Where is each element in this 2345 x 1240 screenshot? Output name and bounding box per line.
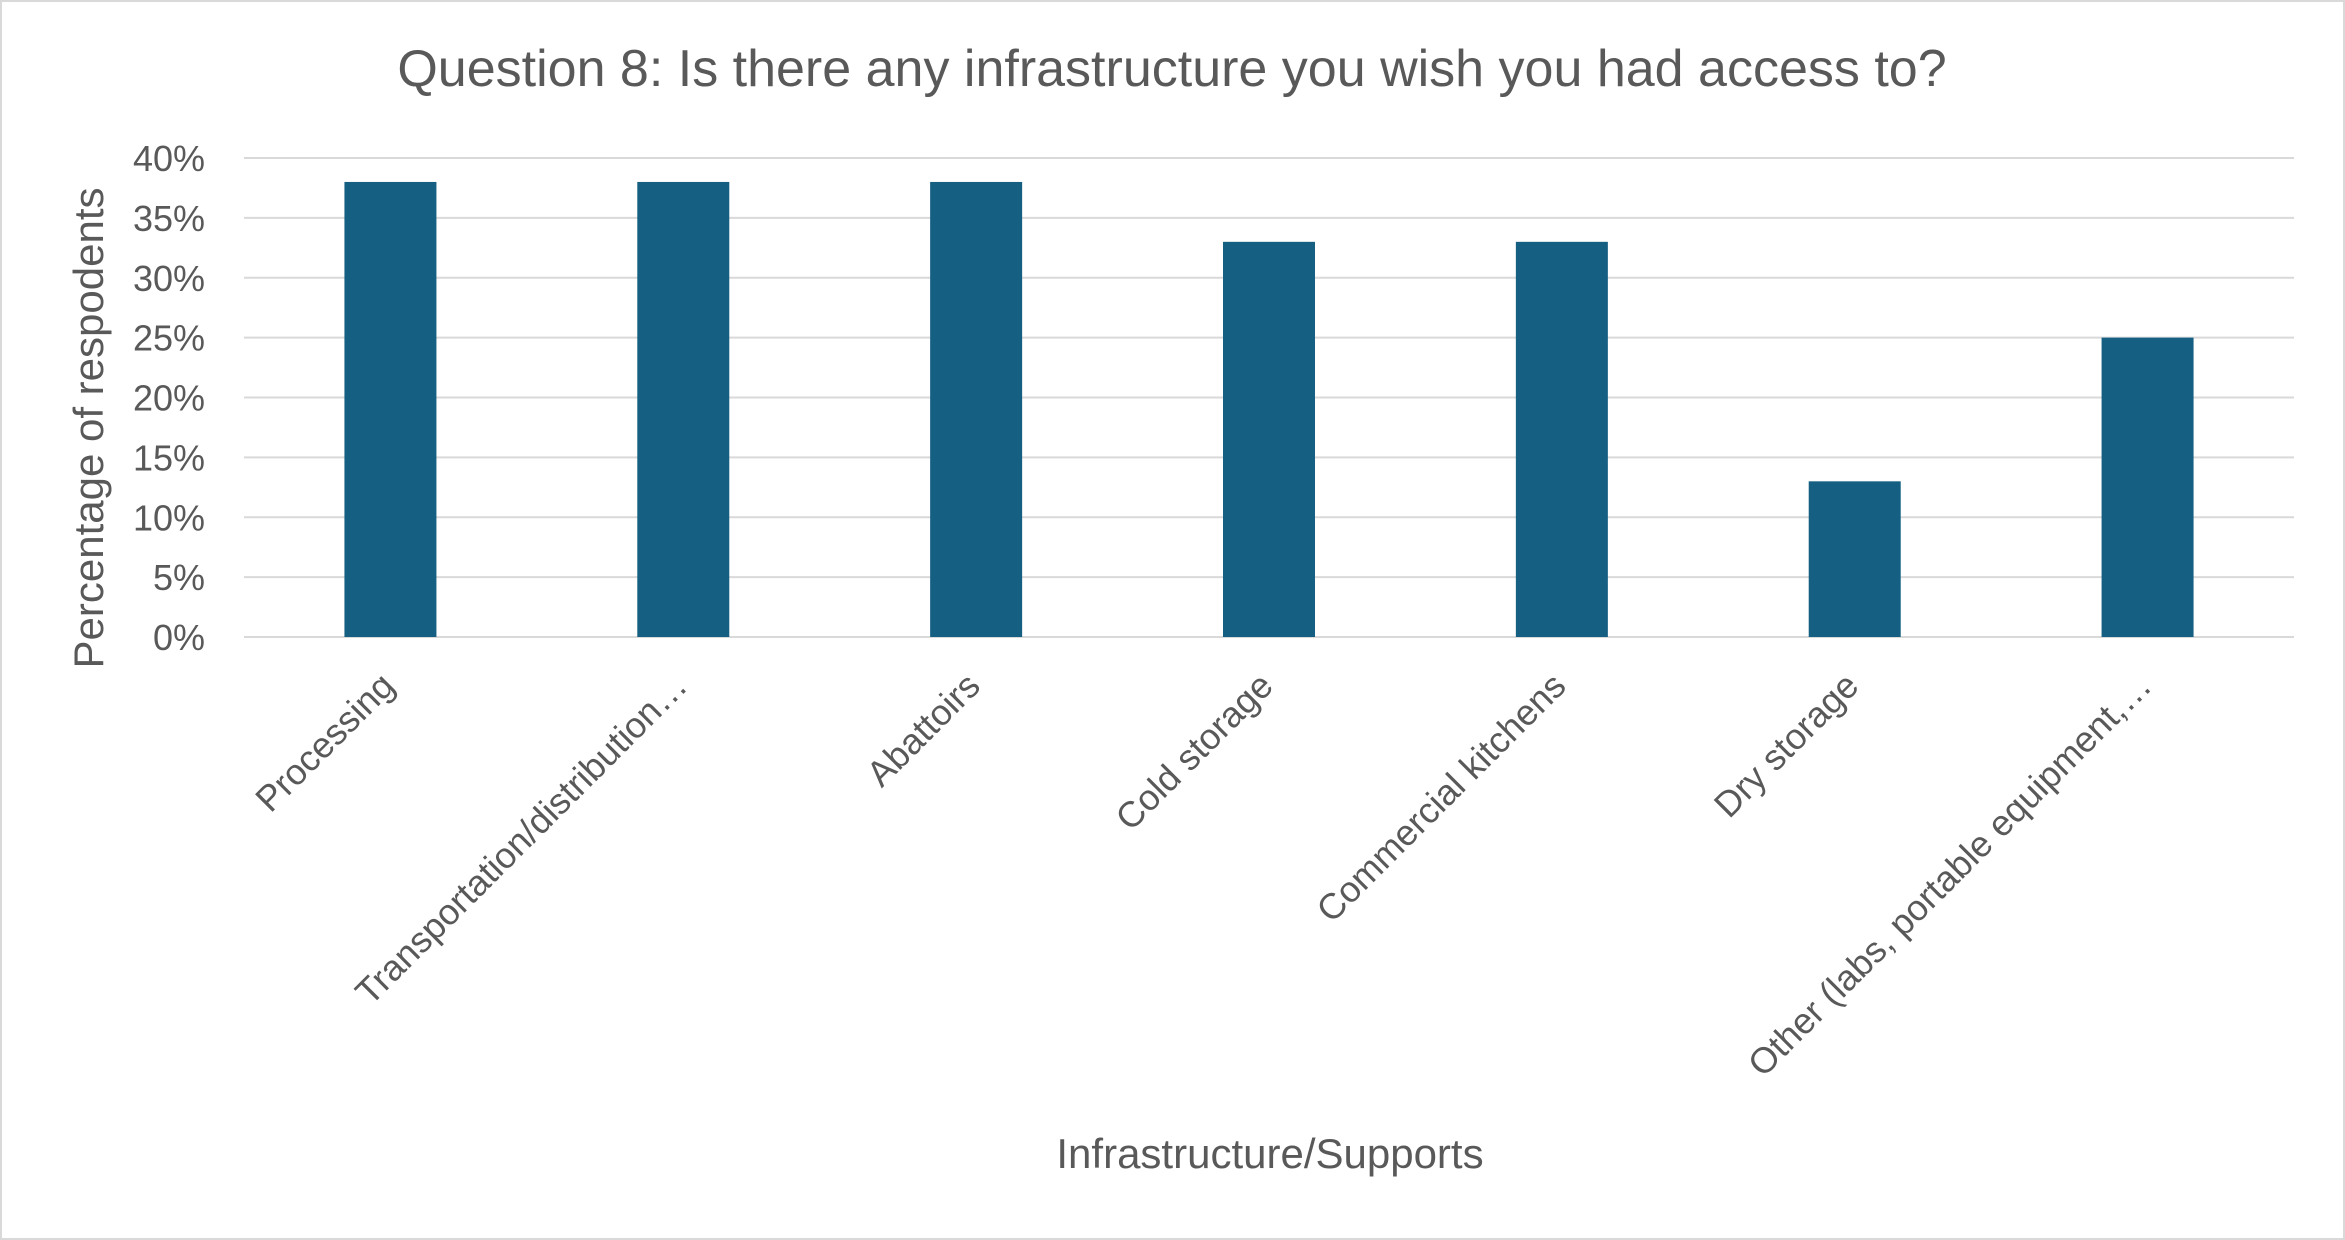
x-tick-label: Transportation/distribution…: [347, 665, 695, 1013]
x-tick-label: Processing: [247, 665, 402, 820]
bar-2: [637, 181, 730, 637]
bar-7: [2101, 337, 2194, 637]
y-tick-label: 0%: [153, 617, 205, 658]
y-tick-label: 25%: [133, 318, 205, 359]
bar-6: [1808, 481, 1901, 637]
y-tick-label: 35%: [133, 198, 205, 239]
chart-title: Question 8: Is there any infrastructure …: [397, 40, 1946, 98]
bar-series: [344, 181, 2194, 637]
x-axis-title: Infrastructure/Supports: [1056, 1130, 1483, 1177]
x-tick-label: Cold storage: [1107, 665, 1280, 838]
y-axis-tick-labels: 0% 5% 10% 15% 20% 25% 30% 35% 40%: [133, 138, 205, 658]
x-tick-label: Abattoirs: [858, 665, 987, 794]
y-tick-label: 20%: [133, 378, 205, 419]
y-tick-label: 15%: [133, 437, 205, 478]
bar-5: [1515, 241, 1608, 637]
bar-3: [930, 181, 1023, 637]
x-tick-label: Commercial kitchens: [1308, 665, 1573, 930]
y-axis-title: Percentage of respodents: [65, 188, 112, 669]
bar-4: [1223, 241, 1315, 637]
y-tick-label: 5%: [153, 557, 205, 598]
y-tick-label: 40%: [133, 138, 205, 179]
y-tick-label: 30%: [133, 258, 205, 299]
x-tick-label: Dry storage: [1706, 665, 1867, 826]
y-tick-label: 10%: [133, 497, 205, 538]
bar-1: [344, 181, 437, 637]
